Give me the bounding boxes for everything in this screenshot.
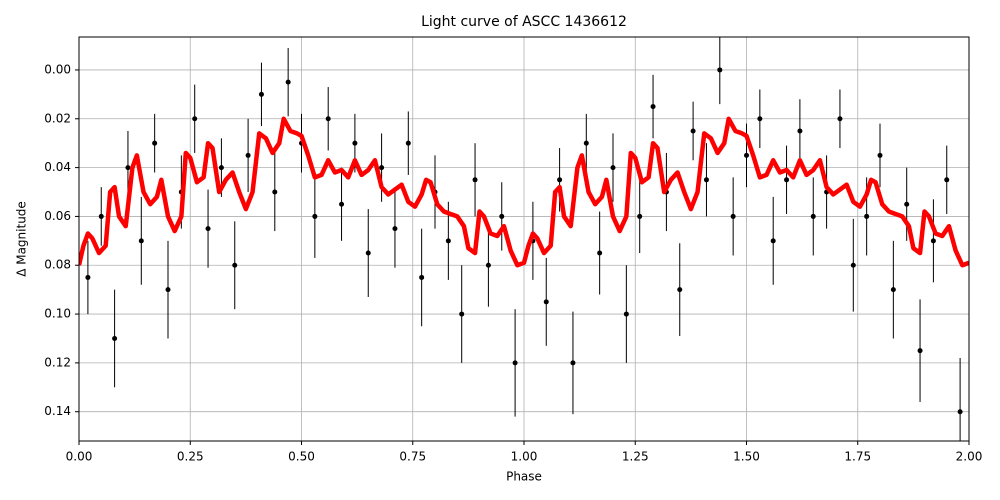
data-point: [864, 213, 870, 219]
data-point: [138, 238, 144, 244]
y-axis-label: Δ Magnitude: [15, 201, 29, 277]
y-tick-label: 0.06: [44, 209, 71, 223]
y-tick-label: 0.12: [44, 355, 71, 369]
data-point: [405, 140, 411, 146]
x-tick-label: 2.00: [956, 450, 983, 464]
data-point: [717, 67, 723, 73]
x-tick-label: 1.75: [844, 450, 871, 464]
data-point: [85, 274, 91, 280]
data-point: [365, 250, 371, 256]
data-point: [419, 274, 425, 280]
data-point: [445, 238, 451, 244]
y-tick-label: 0.00: [44, 62, 71, 76]
data-point: [583, 140, 589, 146]
x-axis-label: Phase: [506, 470, 542, 484]
data-point: [650, 104, 656, 110]
data-point: [703, 177, 709, 183]
data-point: [677, 287, 683, 293]
data-point: [125, 165, 131, 171]
y-tick-label: 0.08: [44, 258, 71, 272]
data-point: [597, 250, 603, 256]
data-point: [499, 213, 505, 219]
data-point: [623, 311, 629, 317]
plot-frame: [78, 36, 970, 442]
data-point: [152, 140, 158, 146]
data-point: [877, 152, 883, 158]
data-point: [570, 360, 576, 366]
data-point: [165, 287, 171, 293]
data-point: [917, 348, 923, 354]
x-tick-label: 1.00: [511, 450, 538, 464]
data-point: [459, 311, 465, 317]
data-point: [352, 140, 358, 146]
data-point: [757, 116, 763, 122]
data-point: [610, 165, 616, 171]
chart-title: Light curve of ASCC 1436612: [421, 14, 627, 30]
data-point: [325, 116, 331, 122]
y-tick-label: 0.02: [44, 111, 71, 125]
data-point: [272, 189, 278, 195]
data-point: [192, 116, 198, 122]
y-tick-label: 0.04: [44, 160, 71, 174]
x-tick-label: 0.25: [177, 450, 204, 464]
data-point: [890, 287, 896, 293]
data-point: [770, 238, 776, 244]
x-tick-label: 0.75: [399, 450, 426, 464]
data-point: [930, 238, 936, 244]
data-point: [543, 299, 549, 305]
data-point: [339, 201, 345, 207]
data-point: [784, 177, 790, 183]
y-tick-label: 0.14: [44, 404, 71, 418]
data-point: [730, 213, 736, 219]
data-point: [690, 128, 696, 134]
data-point: [810, 213, 816, 219]
x-tick-label: 1.25: [622, 450, 649, 464]
data-point: [957, 409, 963, 415]
data-point: [850, 262, 856, 268]
data-point: [557, 177, 563, 183]
x-tick-label: 1.50: [733, 450, 760, 464]
data-point: [112, 335, 118, 341]
y-tick-label: 0.10: [44, 307, 71, 321]
data-point: [285, 79, 291, 85]
data-point: [232, 262, 238, 268]
data-point: [392, 226, 398, 232]
data-point: [258, 91, 264, 97]
data-point: [944, 177, 950, 183]
data-point: [205, 226, 211, 232]
data-point: [98, 213, 104, 219]
data-point: [512, 360, 518, 366]
data-point: [744, 152, 749, 158]
data-point: [472, 177, 478, 183]
model-line: [79, 116, 969, 268]
data-point: [637, 213, 643, 219]
x-tick-label: 0.00: [66, 450, 93, 464]
plot-area: [79, 37, 969, 441]
data-point: [837, 116, 843, 122]
data-point: [904, 201, 910, 207]
data-point: [218, 165, 224, 171]
data-point: [379, 165, 385, 171]
data-point: [485, 262, 491, 268]
data-point: [245, 152, 251, 158]
data-point: [797, 128, 803, 134]
x-tick-label: 0.50: [288, 450, 315, 464]
data-point: [312, 213, 318, 219]
